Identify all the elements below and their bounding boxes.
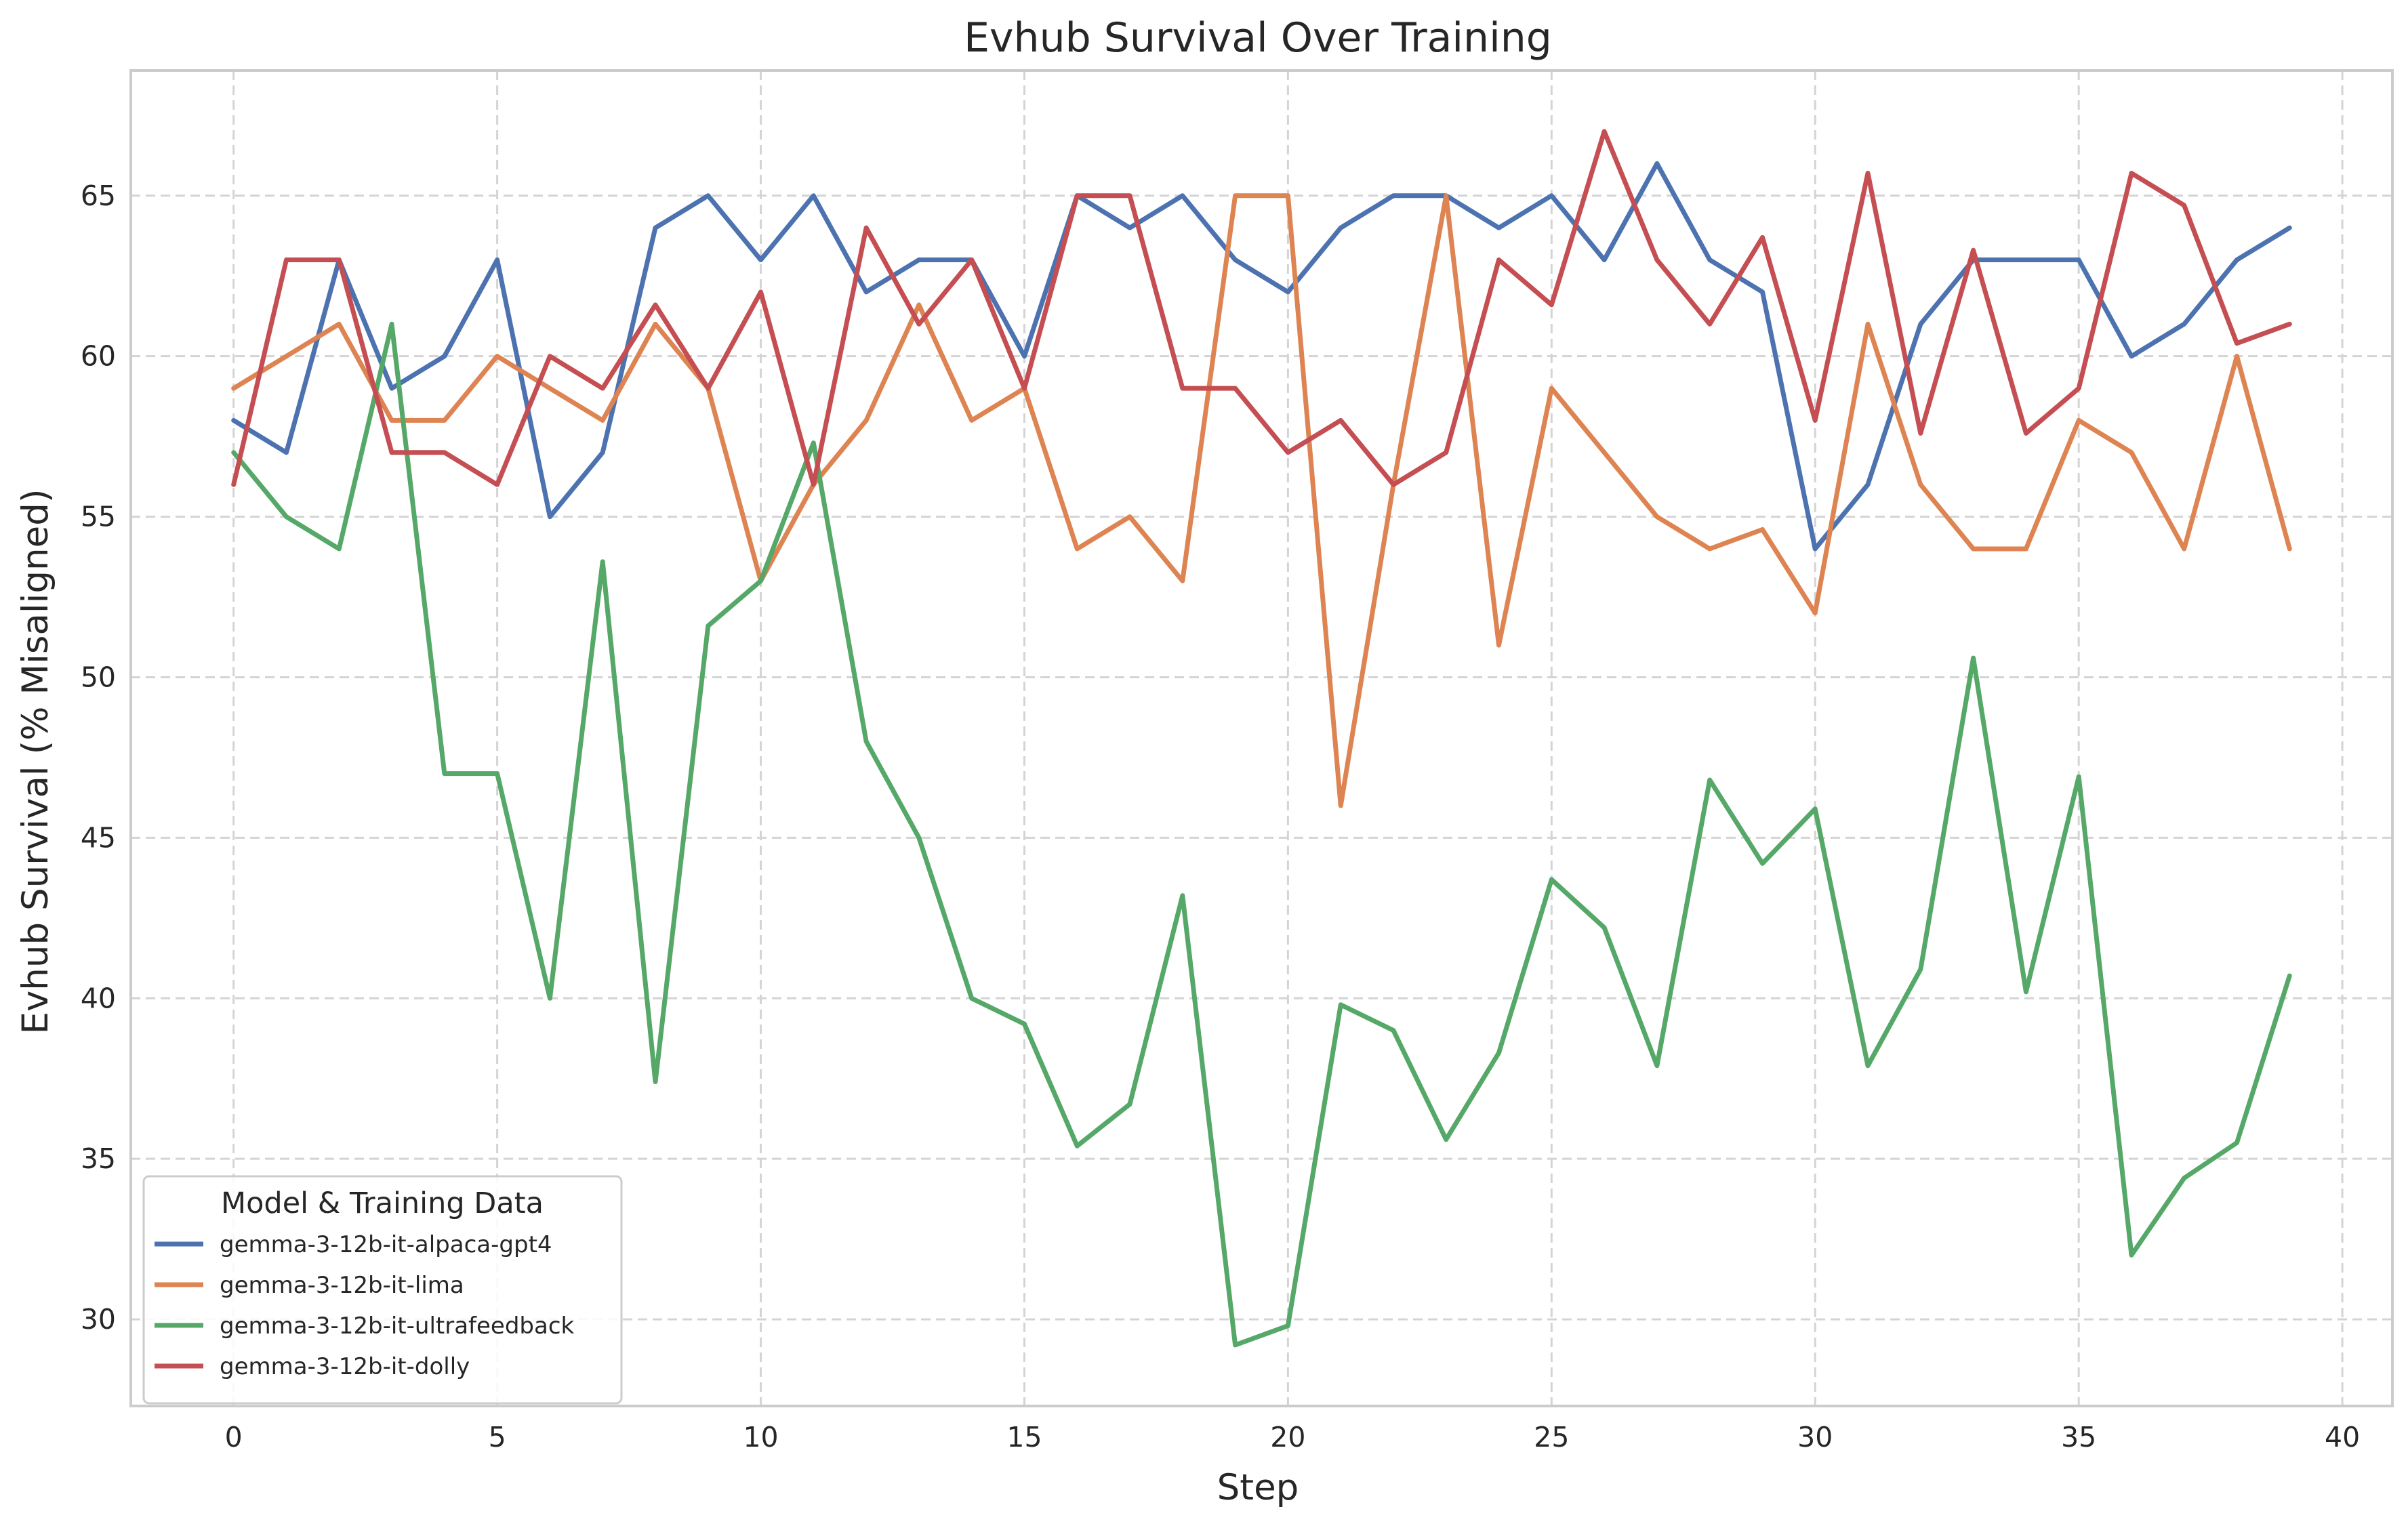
legend: Model & Training Data gemma-3-12b-it-alp… — [142, 1175, 623, 1405]
x-tick-label: 0 — [225, 1421, 243, 1453]
x-tick-labels: 0 5 10 15 20 25 30 35 40 — [225, 1421, 2361, 1453]
y-tick-label: 35 — [81, 1142, 116, 1175]
y-tick-label: 65 — [81, 180, 116, 212]
y-tick-label: 60 — [81, 340, 116, 373]
y-axis-label: Evhub Survival (% Misaligned) — [15, 489, 56, 1034]
legend-label: gemma-3-12b-it-alpaca-gpt4 — [220, 1231, 552, 1258]
x-tick-label: 10 — [743, 1421, 778, 1453]
x-axis-label: Step — [1217, 1467, 1299, 1508]
legend-label: gemma-3-12b-it-lima — [220, 1272, 464, 1299]
y-tick-label: 40 — [81, 982, 116, 1014]
series-line-gemma-3-12b-it-alpaca-gpt4 — [231, 161, 2292, 552]
series-line-gemma-3-12b-it-ultrafeedback — [231, 321, 2292, 1348]
series-lines — [231, 129, 2292, 1348]
y-tick-label: 55 — [81, 501, 116, 533]
legend-entries: gemma-3-12b-it-alpaca-gpt4 gemma-3-12b-it… — [155, 1231, 575, 1380]
x-tick-label: 15 — [1006, 1421, 1042, 1453]
legend-box — [142, 1175, 623, 1405]
legend-title: Model & Training Data — [221, 1186, 544, 1220]
y-tick-label: 30 — [81, 1303, 116, 1336]
x-tick-label: 20 — [1270, 1421, 1305, 1453]
x-tick-label: 30 — [1797, 1421, 1833, 1453]
legend-label: gemma-3-12b-it-dolly — [220, 1353, 470, 1380]
legend-label: gemma-3-12b-it-ultrafeedback — [220, 1312, 575, 1340]
plot-area-frame — [129, 69, 2394, 1407]
y-tick-label: 50 — [81, 661, 116, 693]
x-tick-label: 35 — [2061, 1421, 2096, 1453]
x-tick-label: 40 — [2325, 1421, 2360, 1453]
series-line-gemma-3-12b-it-dolly — [231, 129, 2292, 487]
y-tick-labels: 30 35 40 45 50 55 60 65 — [81, 180, 116, 1336]
x-tick-label: 5 — [489, 1421, 506, 1453]
y-tick-label: 45 — [81, 821, 116, 854]
chart-title: Evhub Survival Over Training — [964, 14, 1552, 62]
x-tick-label: 25 — [1534, 1421, 1569, 1453]
series-line-gemma-3-12b-it-lima — [231, 193, 2292, 808]
